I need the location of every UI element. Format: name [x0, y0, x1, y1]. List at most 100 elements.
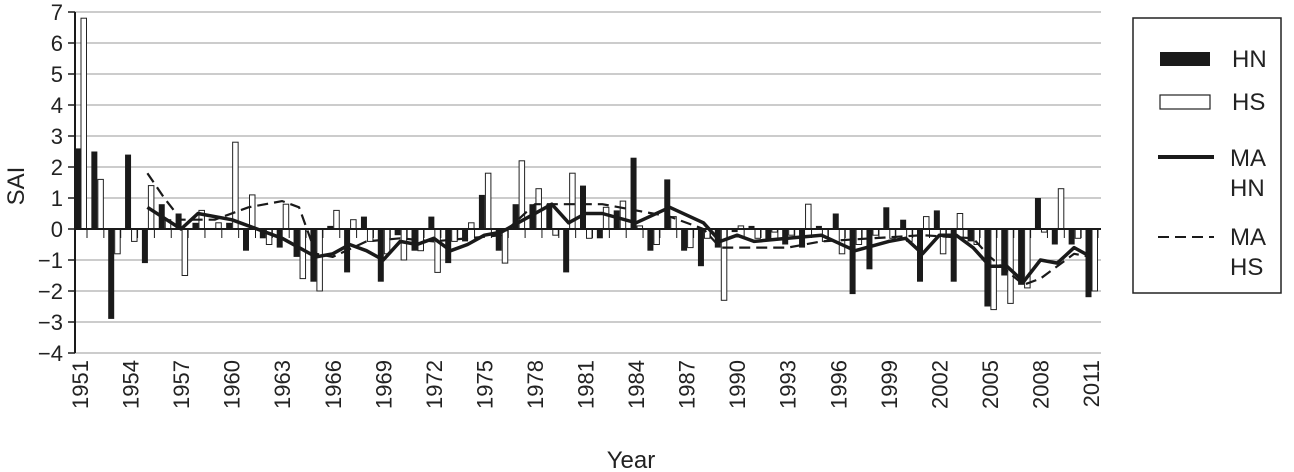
x-axis-title: Year — [607, 447, 656, 472]
hs-bar — [80, 17, 87, 230]
legend-swatch-hs — [1159, 94, 1211, 110]
y-tick-label: 5 — [51, 62, 63, 87]
y-axis-title: SAI — [3, 167, 30, 206]
hs-bar — [434, 228, 441, 273]
hs-bar — [619, 200, 627, 230]
hs-bar — [417, 228, 424, 252]
hn-bar — [731, 229, 738, 233]
hn-bar — [445, 229, 452, 264]
hn-bar — [900, 219, 907, 229]
hn-bar — [1034, 198, 1041, 229]
hn-bar — [917, 229, 923, 282]
x-tick-label: 1969 — [371, 360, 396, 409]
hs-bar — [451, 228, 458, 242]
hn-bar — [108, 229, 115, 319]
x-tick-label: 1993 — [776, 360, 801, 409]
hs-bar — [687, 228, 694, 249]
x-tick-label: 1954 — [119, 360, 144, 409]
y-tick-label: 7 — [51, 0, 63, 25]
hn-bar — [765, 229, 772, 242]
hs-bar — [754, 228, 761, 239]
hn-bar — [91, 151, 98, 229]
hs-bar — [232, 141, 239, 230]
y-tick-label: 4 — [51, 93, 63, 118]
hs-bar — [484, 172, 492, 230]
gridlines — [75, 11, 1101, 354]
hn-bar — [512, 204, 519, 229]
hn-bar — [748, 225, 755, 229]
y-tick-labels: 7 6 5 4 3 2 1 0 −1 −2 −3 −4 — [38, 0, 63, 366]
hn-bar — [933, 210, 940, 229]
hn-bar — [293, 229, 300, 257]
hn-bar — [1068, 229, 1075, 245]
hs-bar — [333, 209, 340, 230]
axes — [68, 11, 1101, 354]
hn-bar — [681, 229, 688, 251]
hs-bar — [316, 228, 323, 292]
hn-bar — [596, 229, 603, 239]
y-tick-label: −4 — [38, 341, 63, 366]
hn-bar — [815, 225, 822, 229]
y-tick-label: 1 — [51, 186, 63, 211]
x-tick-label: 1996 — [826, 360, 851, 409]
hn-bar — [141, 229, 148, 264]
hs-bar — [602, 206, 610, 230]
hn-bar — [478, 194, 485, 229]
hn-bar — [984, 229, 991, 307]
hn-bar — [394, 229, 401, 236]
hn-bar — [1051, 229, 1058, 245]
hs-bar — [586, 228, 593, 239]
legend-swatch-hn — [1160, 52, 1210, 66]
x-tick-labels: 1951 1954 1957 1960 1963 1966 1969 1972 1975 1978… — [68, 360, 1104, 409]
hs-bar — [114, 228, 121, 255]
y-tick-label: −3 — [38, 310, 63, 335]
y-tick-label: 6 — [51, 31, 63, 56]
hn-bar — [360, 216, 367, 229]
hn-bar — [1085, 229, 1092, 298]
y-tick-label: 2 — [51, 155, 63, 180]
hs-bar — [1074, 228, 1082, 239]
hs-bar — [181, 228, 189, 276]
hn-bar — [950, 229, 957, 282]
hn-bar — [967, 229, 974, 242]
x-tick-label: 1960 — [220, 360, 245, 409]
moving-average-lines — [146, 172, 1092, 286]
hn-bar — [849, 229, 856, 295]
hn-bar — [782, 229, 789, 245]
hn-bar — [613, 210, 620, 229]
hn-bar — [192, 222, 199, 229]
x-tick-label: 2011 — [1079, 360, 1104, 407]
hn-bar — [883, 207, 890, 229]
hs-bar — [350, 219, 357, 230]
x-tick-label: 1987 — [675, 360, 700, 409]
hn-bar — [462, 229, 469, 242]
hn-bar — [125, 154, 132, 229]
x-tick-label: 1963 — [270, 360, 295, 409]
hs-bar — [838, 228, 846, 255]
x-tick-label: 2008 — [1028, 360, 1053, 409]
legend: HN HS MA HN MA HS — [1132, 17, 1282, 294]
x-tick-label: 1990 — [725, 360, 750, 409]
hs-bar — [956, 213, 964, 230]
hn-bar — [647, 229, 654, 251]
y-tick-label: −2 — [38, 279, 63, 304]
hn-bar — [175, 213, 182, 229]
x-tick-label: 1978 — [523, 360, 548, 409]
legend-label-ma-hs-1: MA — [1230, 224, 1266, 251]
y-tick-label: 0 — [51, 217, 63, 242]
x-tick-label: 1951 — [68, 360, 93, 409]
hn-bar — [327, 225, 334, 229]
hs-bar — [299, 228, 307, 280]
x-tick-label: 2005 — [978, 360, 1003, 409]
hs-bar — [400, 228, 408, 261]
hn-bar — [832, 213, 839, 229]
x-tick-label: 1975 — [472, 360, 497, 409]
x-tick-label: 1981 — [574, 360, 599, 409]
hs-bar — [366, 228, 374, 242]
ma-hs-line — [146, 172, 1092, 286]
legend-label-ma-hn-2: HN — [1230, 175, 1265, 202]
y-tick-label: −1 — [38, 248, 63, 273]
x-tick-label: 1984 — [624, 360, 649, 409]
hn-bar — [259, 229, 266, 239]
